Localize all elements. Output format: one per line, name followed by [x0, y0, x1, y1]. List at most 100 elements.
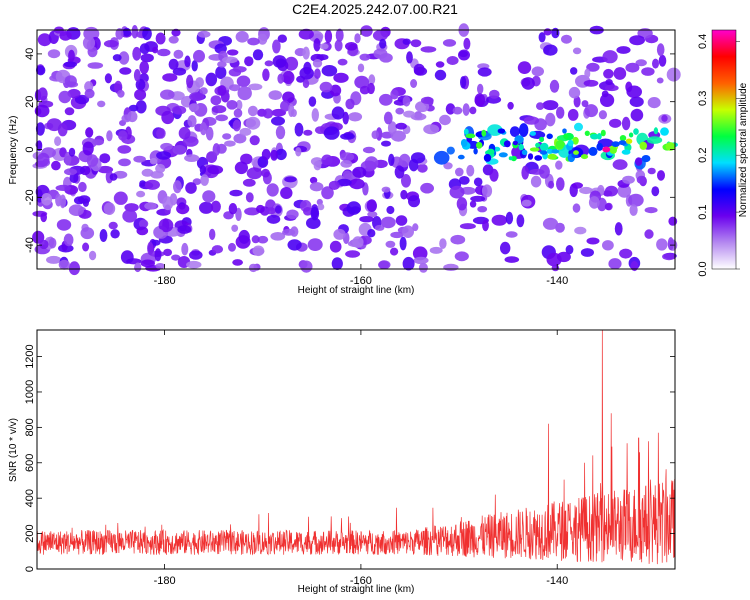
spectrogram-cell	[309, 176, 318, 184]
spectrogram-cell	[64, 168, 77, 176]
spectrogram-cell	[402, 256, 415, 271]
spectrogram-cell	[58, 90, 72, 104]
spectrogram-cell	[236, 99, 243, 111]
spectrogram-cell	[417, 163, 428, 173]
spectrogram-signal-cell	[641, 155, 651, 163]
spectrogram-cell	[666, 67, 681, 82]
spectrogram-cell	[144, 202, 157, 210]
spectrogram-cell	[59, 31, 72, 41]
spectrogram-cell	[491, 214, 508, 226]
spectrogram-cell	[307, 238, 323, 252]
spectrogram-signal-cell	[633, 128, 639, 135]
spectrogram-cell	[184, 55, 191, 68]
x-tick-label: -180	[154, 275, 176, 287]
spectrogram-cell	[82, 242, 90, 252]
spectrogram-cell	[388, 153, 395, 166]
spectrogram-cell	[172, 105, 187, 115]
spectrogram-cell	[406, 51, 413, 64]
spectrogram-cell	[105, 170, 114, 184]
spectrogram-cell	[156, 127, 166, 139]
spectrogram-cell	[608, 258, 622, 270]
spectrogram-cell	[228, 242, 236, 252]
colorbar: 0.0 0.1 0.2 0.3 0.4 Normalized spectral ampl…	[697, 29, 749, 277]
spectrogram-signal-cell	[588, 146, 598, 156]
spectrogram-cell	[54, 136, 62, 147]
spectrogram-cell	[574, 122, 583, 132]
spectrogram-cell	[474, 93, 486, 107]
spectrogram-cell	[262, 108, 274, 119]
spectrogram-cell	[629, 96, 644, 108]
spectrogram-cell	[399, 236, 407, 251]
spectrogram-cell	[390, 89, 399, 100]
spectrogram-cell	[373, 48, 388, 59]
spectrogram-signal-cell	[563, 133, 569, 139]
spectrogram-cell	[275, 125, 286, 140]
spectrogram-cell	[104, 73, 112, 84]
spectrogram-cell	[252, 49, 264, 61]
spectrogram-signal-cell	[503, 140, 511, 148]
spectrogram-cell	[193, 49, 205, 63]
spectrogram-cell	[256, 204, 265, 214]
spectrogram-cell	[586, 62, 600, 72]
spectrogram-cell	[211, 105, 227, 114]
spectrogram-cell	[303, 129, 313, 136]
spectrogram-cell	[410, 79, 418, 88]
spectrogram-cell	[139, 43, 150, 55]
spectrogram-y-ticks: -40 -20 0 20 40	[24, 48, 675, 253]
spectrogram-cell	[352, 166, 367, 178]
spectrogram-cell	[261, 168, 270, 178]
spectrogram-cell	[209, 228, 216, 241]
spectrogram-cell	[152, 46, 159, 54]
spectrogram-cell	[64, 75, 77, 87]
spectrogram-cell	[390, 231, 404, 239]
spectrogram-cell	[35, 122, 45, 136]
spectrogram-cell	[509, 126, 520, 137]
spectrogram-cell	[302, 46, 310, 60]
spectrogram-signal-cell	[584, 130, 590, 136]
spectrogram-signal-cell	[600, 129, 606, 137]
spectrogram-cell	[290, 226, 299, 237]
spectrogram-cell	[89, 250, 97, 261]
spectrogram-cell	[413, 256, 429, 265]
spectrogram-cell	[157, 48, 171, 57]
spectrogram-cell	[418, 262, 428, 273]
spectrogram-cell	[385, 240, 396, 248]
spectrogram-cell	[331, 257, 343, 270]
snr-y-ticks: 0 200 400 600 800 1000 1200	[24, 344, 675, 572]
spectrogram-cell	[354, 33, 361, 44]
snr-x-ticks: -180 -160 -140	[154, 330, 568, 587]
colorbar-tick-label: 0.2	[697, 148, 709, 163]
spectrogram-cell	[210, 200, 221, 213]
spectrogram-cell	[439, 114, 451, 126]
spectrogram-cell	[172, 145, 187, 155]
spectrogram-cell	[168, 36, 179, 44]
spectrogram-cell	[629, 204, 638, 216]
spectrogram-cell	[323, 126, 340, 140]
spectrogram-signal-cell	[473, 147, 478, 155]
spectrogram-cell	[443, 162, 453, 170]
spectrogram-cell	[235, 31, 249, 43]
spectrogram-cell	[521, 165, 529, 180]
spectrogram-cell	[244, 207, 260, 216]
spectrogram-cell	[158, 218, 174, 233]
spectrogram-cell	[329, 84, 342, 97]
spectrogram-cell	[644, 207, 658, 214]
spectrogram-cell	[242, 178, 256, 187]
spectrogram-cell	[136, 190, 146, 198]
spectrogram-signal-cell	[621, 149, 631, 155]
spectrogram-cell	[434, 69, 447, 81]
spectrogram-cell	[215, 66, 227, 79]
spectrogram-cell	[487, 124, 503, 136]
spectrogram-cell	[247, 105, 258, 117]
spectrogram-cell	[328, 180, 340, 190]
spectrogram-signal-cell	[535, 142, 541, 148]
spectrogram-cell	[181, 242, 189, 256]
spectrogram-peak	[602, 146, 611, 153]
spectrogram-cell	[205, 72, 218, 87]
spectrogram-cell	[262, 68, 270, 82]
spectrogram-cell	[199, 122, 207, 136]
spectrogram-cell	[625, 62, 640, 73]
spectrogram-cell	[345, 42, 358, 51]
spectrogram-cell	[257, 235, 269, 244]
spectrogram-cell	[267, 186, 278, 193]
